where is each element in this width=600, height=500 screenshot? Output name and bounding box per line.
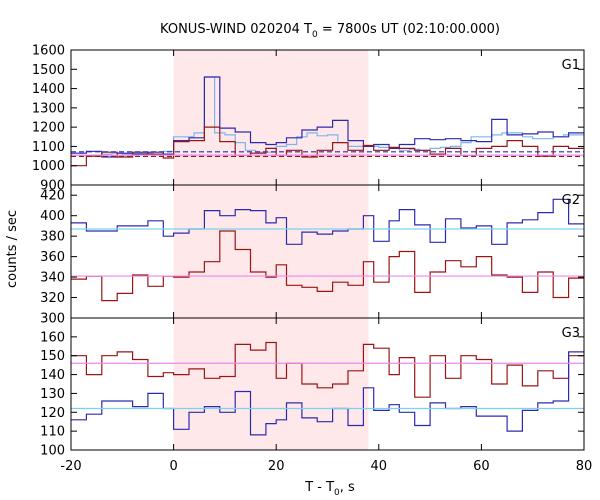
panel-g2-ytick-label: 420 (40, 189, 65, 204)
panel-g3-ytick-label: 160 (40, 330, 65, 345)
x-tick-label: 40 (371, 459, 388, 474)
panel-g2: 300 320 340 360 380 400 420 G2 (40, 184, 585, 327)
panel-g3-ytick-label: 110 (40, 425, 65, 440)
panel-g2-label: G2 (562, 193, 580, 208)
panel-g2-series-0 (71, 198, 584, 245)
panel-g1-ytick-label: 1400 (32, 82, 65, 97)
panel-g3-label: G3 (562, 326, 580, 341)
panel-g3-ytick-label: 140 (40, 368, 65, 383)
x-axis-title-subscript: 0 (334, 488, 340, 498)
x-tick-label: 80 (576, 459, 593, 474)
y-axis-title: counts / sec (5, 210, 20, 288)
panel-g3-frame (70, 317, 585, 451)
panel-g3: 100 110 120 130 140 150 160 G3 (40, 317, 585, 459)
panel-g1: 900 1000 1100 1200 1300 1400 1500 1600 G1 (32, 44, 585, 194)
panel-g2-ytick-label: 360 (40, 250, 65, 265)
x-tick-label: 0 (169, 459, 177, 474)
chart-title-suffix: = 7800s UT (02:10:00.000) (318, 22, 500, 37)
x-axis-title-prefix: T - T (304, 480, 334, 495)
panel-g3-ytick-label: 100 (40, 444, 65, 459)
panel-g1-label: G1 (562, 58, 580, 73)
chart-title-prefix: KONUS-WIND 020204 T (160, 22, 312, 37)
x-tick-label: 60 (473, 459, 490, 474)
panel-g3-series-0 (71, 341, 584, 398)
panel-g2-ytick-label: 380 (40, 230, 65, 245)
x-axis-title: T - T0, s (304, 480, 355, 498)
chart-title: KONUS-WIND 020204 T0 = 7800s UT (02:10:0… (160, 22, 500, 40)
x-tick-label: 20 (268, 459, 285, 474)
x-tick-label: -20 (60, 459, 81, 474)
x-axis-title-suffix: , s (340, 480, 355, 495)
panel-g3-ytick-label: 130 (40, 387, 65, 402)
panel-g1-ytick-label: 1200 (32, 121, 65, 136)
panel-g2-ytick-label: 300 (40, 312, 65, 327)
panel-g1-ytick-label: 1500 (32, 63, 65, 78)
panel-g1-series-1 (71, 76, 584, 158)
panel-g1-ytick-label: 1300 (32, 101, 65, 116)
panel-g1-ytick-label: 900 (40, 179, 65, 194)
chart-title-subscript: 0 (312, 30, 318, 40)
panel-g1-ytick-label: 1600 (32, 44, 65, 59)
panel-g1-ytick-label: 1100 (32, 140, 65, 155)
panel-g2-ytick-label: 340 (40, 271, 65, 286)
panel-g2-series-1 (71, 230, 584, 302)
panel-g2-ytick-label: 320 (40, 291, 65, 306)
panel-g1-ytick-label: 1000 (32, 159, 65, 174)
panel-g2-ytick-label: 400 (40, 209, 65, 224)
panel-g3-ytick-label: 150 (40, 349, 65, 364)
highlight-interval (173, 50, 369, 450)
plot-layer: 9001000110012001300140015001600G13003203… (32, 44, 592, 475)
panel-g3-ytick-label: 120 (40, 406, 65, 421)
